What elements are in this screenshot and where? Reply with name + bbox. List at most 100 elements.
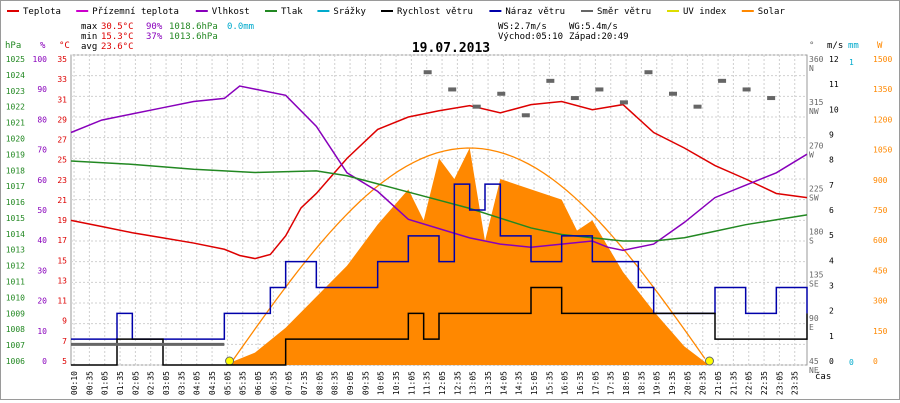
wind-wg: WG:5.4m/s <box>569 22 618 32</box>
x-tick-20: 10:05 <box>377 371 386 395</box>
stats-max-temp: 30.5°C <box>101 22 134 32</box>
wind-dir-mark-8 <box>619 100 628 105</box>
legend-label-9: Solar <box>758 7 786 17</box>
x-tick-2: 01:05 <box>101 371 110 395</box>
ms-tick-11: 1 <box>829 332 834 341</box>
hpa-tick-3: 1022 <box>6 103 25 112</box>
ms-unit: m/s <box>827 41 843 51</box>
x-tick-14: 07:05 <box>285 371 294 395</box>
hpa-tick-0: 1025 <box>6 55 25 64</box>
ms-tick-4: 8 <box>829 156 834 165</box>
hpa-tick-16: 1009 <box>6 309 25 318</box>
dir-tick-7: NE <box>809 366 819 375</box>
sunset-marker <box>704 356 714 366</box>
x-tick-40: 20:05 <box>683 371 692 395</box>
wind-dir-mark-0 <box>423 70 432 75</box>
wind-direction-marks <box>423 70 776 118</box>
x-tick-24: 12:05 <box>438 371 447 395</box>
c-tick-15: 5 <box>62 357 67 366</box>
w-tick-10: 0 <box>873 357 878 366</box>
legend: Teplota Přízemní teplota Vlhkost Tlak Srážky… <box>7 7 785 17</box>
deg-tick-5: 135 <box>809 271 824 280</box>
hpa-tick-9: 1016 <box>6 198 25 207</box>
pct-tick-10: 0 <box>42 357 47 366</box>
stats-max-label: max <box>81 22 98 32</box>
chart-title: 19.07.2013 <box>412 41 490 56</box>
stats-min-temp: 15.3°C <box>101 32 134 42</box>
wind-dir-mark-10 <box>669 91 677 96</box>
pct-tick-2: 80 <box>37 115 47 124</box>
c-tick-8: 19 <box>57 216 67 225</box>
pct-tick-7: 30 <box>37 266 47 275</box>
dir-tick-4: S <box>809 237 814 246</box>
ms-tick-0: 12 <box>829 55 839 64</box>
hpa-tick-11: 1014 <box>6 230 25 239</box>
sunset: Západ:20:49 <box>569 32 629 42</box>
pct-tick-5: 50 <box>37 206 47 215</box>
x-tick-38: 19:05 <box>653 371 662 395</box>
c-tick-3: 29 <box>57 115 67 124</box>
axes: 1025102410231022102110201019101810171016… <box>6 55 893 375</box>
x-tick-5: 02:35 <box>147 371 156 395</box>
x-tick-35: 17:35 <box>607 371 616 395</box>
x-tick-36: 18:05 <box>622 371 631 395</box>
stats-max-press: 1018.6hPa <box>169 22 218 32</box>
pct-tick-0: 100 <box>33 55 48 64</box>
pct-unit: % <box>40 41 46 51</box>
x-tick-18: 09:05 <box>346 371 355 395</box>
stats-block: max 30.5°C 90% 1018.6hPa 0.0mm min 15.3°… <box>81 22 254 52</box>
w-tick-0: 1500 <box>873 55 892 64</box>
legend-label-6: Náraz větru <box>505 7 565 17</box>
c-tick-14: 7 <box>62 337 67 346</box>
c-tick-5: 25 <box>57 156 67 165</box>
x-tick-37: 18:35 <box>637 371 646 395</box>
x-tick-1: 00:35 <box>85 371 94 395</box>
x-tick-43: 21:35 <box>729 371 738 395</box>
dir-tick-3: SW <box>809 193 819 202</box>
x-tick-11: 05:35 <box>239 371 248 395</box>
c-tick-13: 9 <box>62 317 67 326</box>
x-tick-12: 06:05 <box>254 371 263 395</box>
wind-dir-mark-4 <box>521 113 530 118</box>
ms-tick-10: 2 <box>829 307 834 316</box>
pct-tick-1: 90 <box>37 85 47 94</box>
x-tick-47: 23:35 <box>791 371 800 395</box>
deg-tick-7: 45 <box>809 357 819 366</box>
stats-min-hum: 37% <box>146 32 163 42</box>
wind-dir-mark-9 <box>644 70 653 75</box>
x-tick-13: 06:35 <box>269 371 278 395</box>
x-tick-21: 10:35 <box>392 371 401 395</box>
legend-label-0: Teplota <box>23 7 61 17</box>
hpa-tick-4: 1021 <box>6 119 25 128</box>
ms-tick-8: 4 <box>829 256 834 265</box>
pct-tick-9: 10 <box>37 327 47 336</box>
legend-label-1: Přízemní teplota <box>92 7 179 17</box>
hpa-tick-2: 1023 <box>6 87 25 96</box>
x-tick-9: 04:35 <box>208 371 217 395</box>
legend-label-5: Rychlost větru <box>397 7 473 17</box>
hpa-tick-19: 1006 <box>6 357 25 366</box>
hpa-tick-6: 1019 <box>6 150 25 159</box>
x-tick-15: 07:35 <box>300 371 309 395</box>
solar-theory-line <box>229 147 706 366</box>
x-tick-19: 09:35 <box>361 371 370 395</box>
series-line-0 <box>70 100 808 260</box>
x-tick-39: 19:35 <box>668 371 677 395</box>
legend-label-8: UV index <box>683 7 727 17</box>
ms-tick-6: 6 <box>829 206 834 215</box>
x-tick-44: 22:05 <box>745 371 754 395</box>
wind-ws: WS:2.7m/s <box>498 22 547 32</box>
hpa-tick-13: 1012 <box>6 262 25 271</box>
x-tick-33: 16:35 <box>576 371 585 395</box>
x-tick-26: 13:05 <box>469 371 478 395</box>
hpa-tick-1: 1024 <box>6 71 25 80</box>
x-ticks: 00:10 00:35 01:05 01:35 02:05 02:35 03:05 03:35… <box>70 371 800 395</box>
wind-info: WS:2.7m/s WG:5.4m/s Východ:05:10 Západ:2… <box>498 22 629 42</box>
x-tick-28: 14:05 <box>499 371 508 395</box>
deg-tick-1: 315 <box>809 98 824 107</box>
w-tick-5: 750 <box>873 206 888 215</box>
sunrise-marker <box>225 356 235 366</box>
c-tick-11: 13 <box>57 276 67 285</box>
mm-unit: mm <box>848 41 859 51</box>
